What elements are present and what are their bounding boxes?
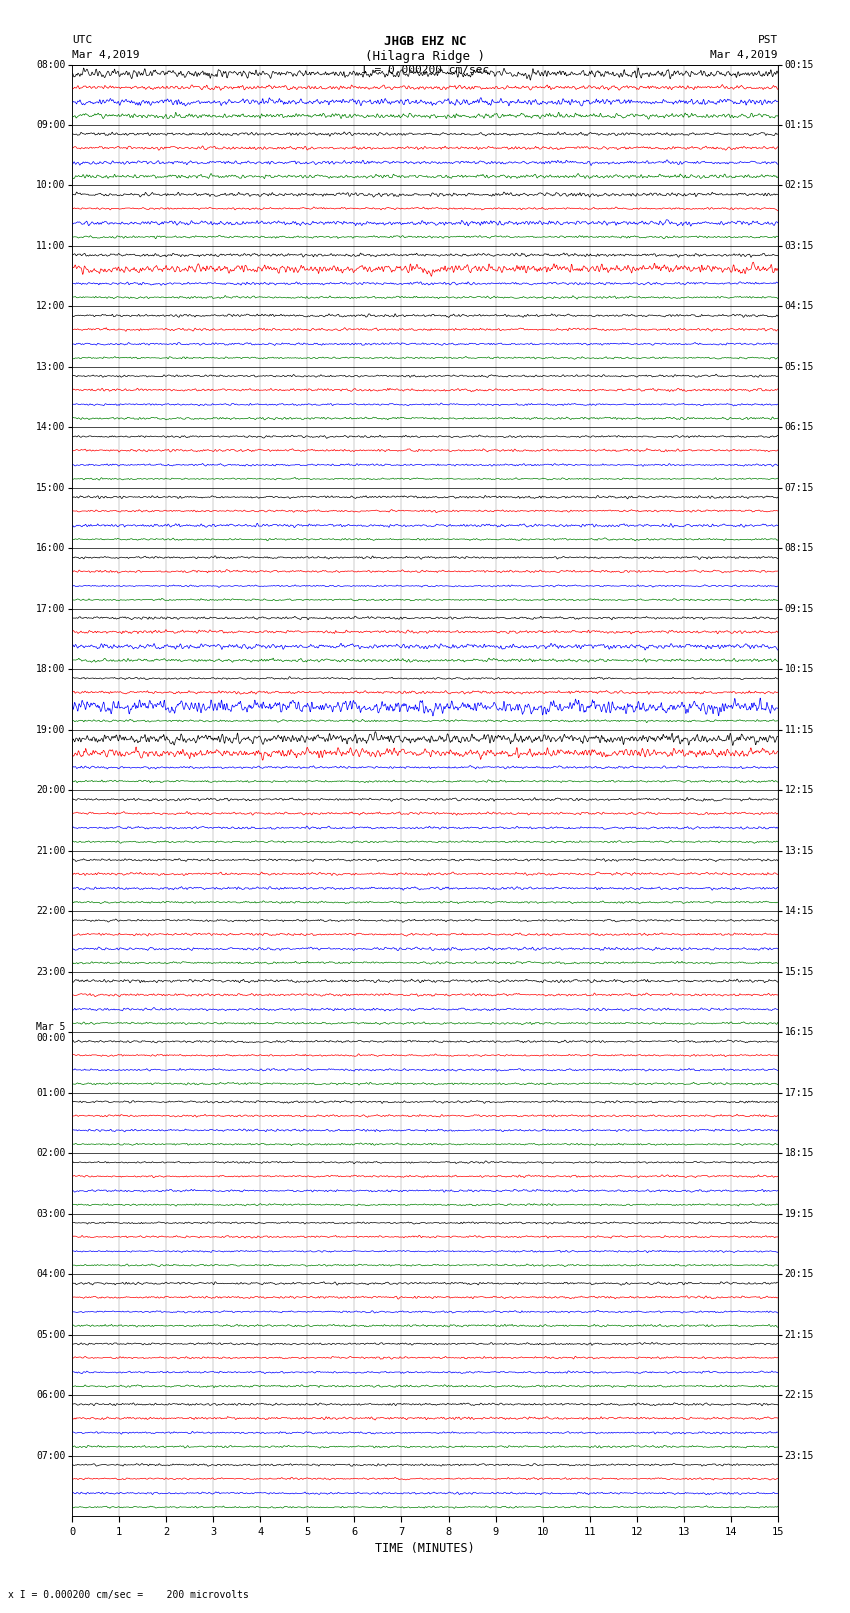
Text: Mar 4,2019: Mar 4,2019 xyxy=(72,50,139,60)
Text: Mar 4,2019: Mar 4,2019 xyxy=(711,50,778,60)
X-axis label: TIME (MINUTES): TIME (MINUTES) xyxy=(375,1542,475,1555)
Text: I = 0.000200 cm/sec: I = 0.000200 cm/sec xyxy=(361,65,489,74)
Text: PST: PST xyxy=(757,35,778,45)
Text: (Hilagra Ridge ): (Hilagra Ridge ) xyxy=(365,50,485,63)
Text: JHGB EHZ NC: JHGB EHZ NC xyxy=(383,35,467,48)
Text: UTC: UTC xyxy=(72,35,93,45)
Text: x I = 0.000200 cm/sec =    200 microvolts: x I = 0.000200 cm/sec = 200 microvolts xyxy=(8,1590,249,1600)
